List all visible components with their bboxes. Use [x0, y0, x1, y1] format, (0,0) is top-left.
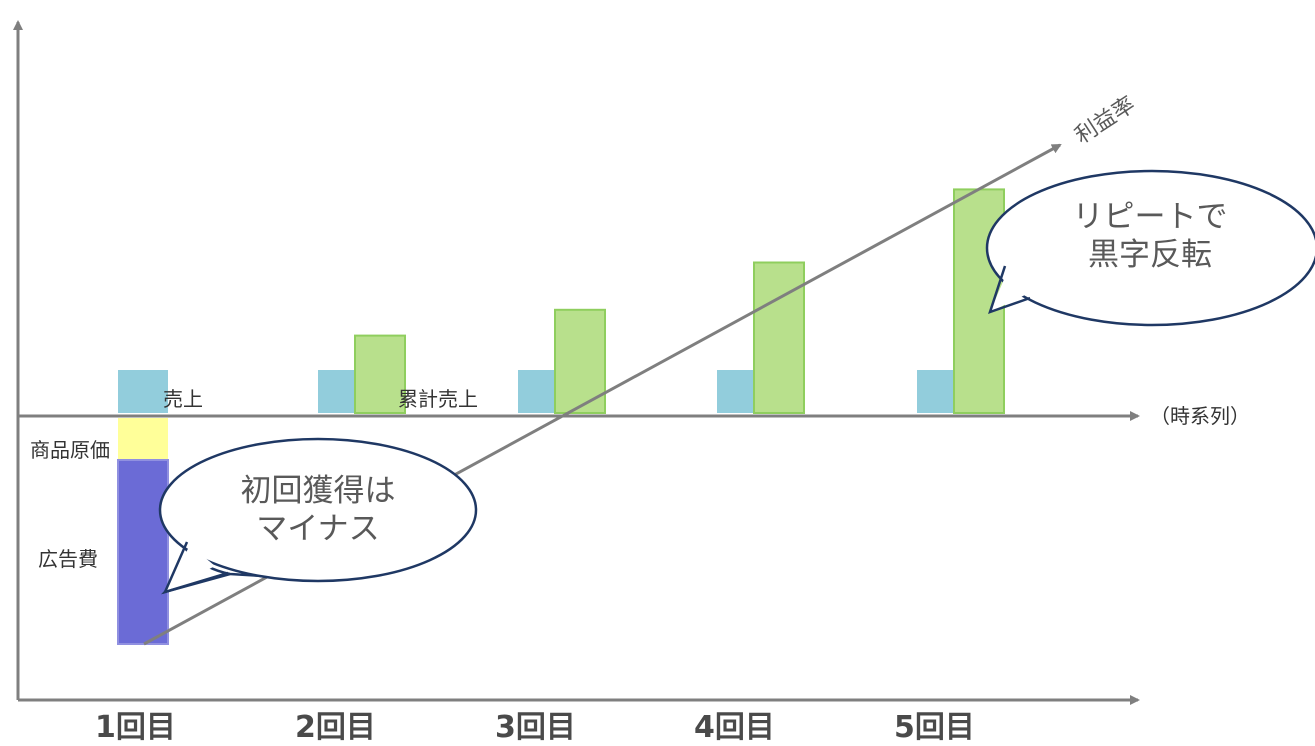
x-tick-label: 3回目 — [495, 710, 576, 745]
cumulative-sales-bar — [354, 334, 406, 415]
time-axis-label: （時系列） — [1150, 404, 1250, 428]
ad-cost-bar — [117, 459, 169, 645]
speech-bubble-first-tail-edge — [162, 541, 229, 594]
x-tick-label: 1回目 — [95, 710, 176, 745]
cost-of-goods-label: 商品原価 — [30, 438, 110, 462]
cumulative-sales-label: 累計売上 — [398, 387, 478, 411]
bubble-repeat-line2: 黒字反転 — [1088, 237, 1212, 273]
speech-bubble-repeat-tail — [990, 270, 1025, 312]
cost-of-goods-bar — [118, 418, 168, 460]
ad-cost-label: 広告費 — [38, 547, 98, 571]
speech-bubble-repeat-tail-edge — [988, 265, 1031, 315]
x-tick-label: 2回目 — [295, 710, 376, 745]
bubble-first-line1: 初回獲得は — [240, 473, 396, 509]
bubble-repeat-text: リピートで 黒字反転 — [1040, 198, 1260, 274]
bars-group — [118, 188, 1005, 415]
speech-bubble-first-tail — [165, 545, 215, 592]
bubble-repeat-line1: リピートで — [1072, 199, 1228, 235]
cumulative-sales-bar — [753, 261, 805, 414]
bubble-first-text: 初回獲得は マイナス — [198, 472, 438, 548]
speech-bubble-repeat-fill — [985, 169, 1315, 327]
sales-bar — [118, 370, 168, 413]
bubble-first-line2: マイナス — [256, 511, 380, 547]
x-tick-label: 5回目 — [894, 710, 975, 745]
speech-bubble-first-fill — [158, 437, 478, 583]
x-tick-label: 4回目 — [694, 710, 775, 745]
sales-label: 売上 — [163, 387, 203, 411]
